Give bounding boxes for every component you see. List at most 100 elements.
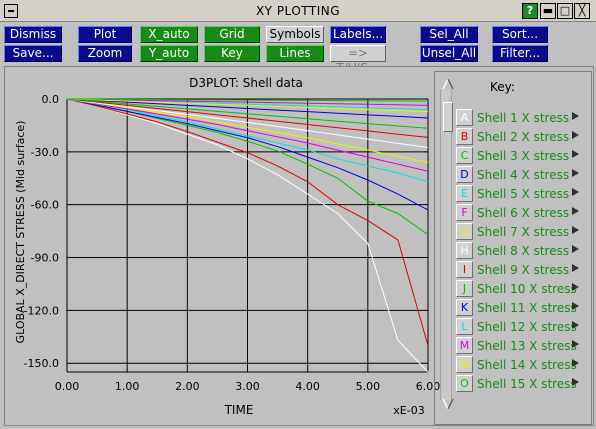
key-scrollbar[interactable]: [440, 90, 452, 400]
key-item[interactable]: O Shell 15 X stress: [456, 374, 590, 393]
y-tick-label: -90.0: [31, 252, 59, 265]
key-item-letter: M: [456, 337, 473, 354]
sort-button[interactable]: Sort...: [492, 26, 548, 43]
lines-toggle[interactable]: Lines: [266, 45, 324, 62]
unselect-all-button[interactable]: Unsel_All: [420, 45, 478, 62]
plot-button[interactable]: Plot: [78, 26, 132, 43]
series-line: [66, 98, 429, 163]
key-item-letter: O: [456, 375, 473, 392]
y-tick-label: -150.0: [24, 357, 59, 370]
key-item[interactable]: N Shell 14 X stress: [456, 355, 590, 374]
y-tick-labels: 0.0 -30.0 -60.0 -90.0 -120.0 -150.0: [24, 93, 59, 370]
key-item[interactable]: B Shell 2 X stress: [456, 127, 590, 146]
window-title: XY PLOTTING: [255, 4, 341, 18]
maximize-button[interactable]: □: [557, 3, 573, 19]
key-item-menu-arrow-icon[interactable]: [572, 321, 579, 329]
symbols-toggle[interactable]: Symbols: [266, 26, 324, 43]
key-item[interactable]: D Shell 4 X stress: [456, 165, 590, 184]
key-item-label: Shell 11 X stress: [477, 301, 577, 315]
key-item[interactable]: J Shell 10 X stress: [456, 279, 590, 298]
key-item-label: Shell 8 X stress: [477, 244, 570, 258]
key-item-menu-arrow-icon[interactable]: [572, 283, 579, 291]
key-item[interactable]: F Shell 6 X stress: [456, 203, 590, 222]
title-bar: XY PLOTTING ? ▬ □ ╳: [0, 0, 596, 22]
chart-title: D3PLOT: Shell data: [189, 76, 303, 90]
key-item-letter: I: [456, 261, 473, 278]
minimize-button[interactable]: ▬: [540, 3, 556, 19]
y-auto-toggle[interactable]: Y_auto: [140, 45, 198, 62]
key-item-menu-arrow-icon[interactable]: [572, 264, 579, 272]
x-tick-labels: 0.00 1.00 2.00 3.00 4.00 5.00 6.00: [55, 380, 441, 393]
key-item-menu-arrow-icon[interactable]: [572, 226, 579, 234]
key-scroll-thumb[interactable]: [443, 102, 453, 132]
key-item-letter: F: [456, 204, 473, 221]
series-line: [66, 98, 429, 172]
key-item[interactable]: E Shell 5 X stress: [456, 184, 590, 203]
key-item-menu-arrow-icon[interactable]: [572, 207, 579, 215]
close-button[interactable]: ╳: [574, 3, 590, 19]
key-item-label: Shell 9 X stress: [477, 263, 570, 277]
key-item-menu-arrow-icon[interactable]: [572, 245, 579, 253]
key-item-letter: C: [456, 147, 473, 164]
key-item-letter: N: [456, 356, 473, 373]
key-item-letter: H: [456, 242, 473, 259]
scroll-down-arrow-icon[interactable]: [441, 398, 455, 410]
select-all-button[interactable]: Sel_All: [420, 26, 478, 43]
series-line: [66, 98, 429, 119]
key-item-label: Shell 15 X stress: [477, 377, 577, 391]
key-item[interactable]: L Shell 12 X stress: [456, 317, 590, 336]
key-panel: [434, 71, 592, 425]
key-item-menu-arrow-icon[interactable]: [572, 302, 579, 310]
key-item[interactable]: K Shell 11 X stress: [456, 298, 590, 317]
x-auto-toggle[interactable]: X_auto: [140, 26, 198, 43]
x-tick-label: 3.00: [235, 380, 260, 393]
key-item-menu-arrow-icon[interactable]: [572, 131, 579, 139]
system-menu-icon[interactable]: [4, 4, 18, 18]
key-item-menu-arrow-icon[interactable]: [572, 378, 579, 386]
key-toggle[interactable]: Key: [204, 45, 260, 62]
key-item[interactable]: I Shell 9 X stress: [456, 260, 590, 279]
dismiss-button[interactable]: Dismiss: [4, 26, 62, 43]
key-item-menu-arrow-icon[interactable]: [572, 112, 579, 120]
key-item-label: Shell 12 X stress: [477, 320, 577, 334]
series-line: [66, 98, 429, 138]
scroll-up-arrow-icon[interactable]: [441, 78, 455, 90]
key-title: Key:: [490, 80, 515, 94]
key-item[interactable]: A Shell 1 X stress: [456, 108, 590, 127]
series-line: [66, 98, 429, 211]
key-item[interactable]: M Shell 13 X stress: [456, 336, 590, 355]
key-item[interactable]: H Shell 8 X stress: [456, 241, 590, 260]
key-item-menu-arrow-icon[interactable]: [572, 150, 579, 158]
y-tick-label: 0.0: [42, 93, 60, 106]
key-item-label: Shell 3 X stress: [477, 149, 570, 163]
filter-button[interactable]: Filter...: [492, 45, 548, 62]
labels-button[interactable]: Labels...: [330, 26, 386, 43]
grid-toggle[interactable]: Grid: [204, 26, 260, 43]
key-item-menu-arrow-icon[interactable]: [572, 340, 579, 348]
key-item-letter: D: [456, 166, 473, 183]
key-item-menu-arrow-icon[interactable]: [572, 359, 579, 367]
zoom-button[interactable]: Zoom: [78, 45, 132, 62]
x-tick-label: 2.00: [175, 380, 200, 393]
key-item-label: Shell 4 X stress: [477, 168, 570, 182]
key-item-letter: E: [456, 185, 473, 202]
key-item-menu-arrow-icon[interactable]: [572, 188, 579, 196]
series-line: [66, 98, 429, 183]
key-item-label: Shell 7 X stress: [477, 225, 570, 239]
x-axis-label: TIME: [224, 403, 254, 417]
key-item-letter: L: [456, 318, 473, 335]
help-button[interactable]: ?: [522, 3, 538, 19]
x-tick-label: 1.00: [115, 380, 140, 393]
x-tick-label: 5.00: [356, 380, 381, 393]
x-multiplier-label: xE-03: [393, 404, 424, 417]
save-button[interactable]: Save...: [4, 45, 62, 62]
key-item-menu-arrow-icon[interactable]: [572, 169, 579, 177]
key-item-label: Shell 10 X stress: [477, 282, 577, 296]
key-item[interactable]: C Shell 3 X stress: [456, 146, 590, 165]
key-item-label: Shell 5 X stress: [477, 187, 570, 201]
series-line: [66, 98, 429, 102]
key-item-letter: K: [456, 299, 473, 316]
key-item-letter: J: [456, 280, 473, 297]
key-item[interactable]: G Shell 7 X stress: [456, 222, 590, 241]
